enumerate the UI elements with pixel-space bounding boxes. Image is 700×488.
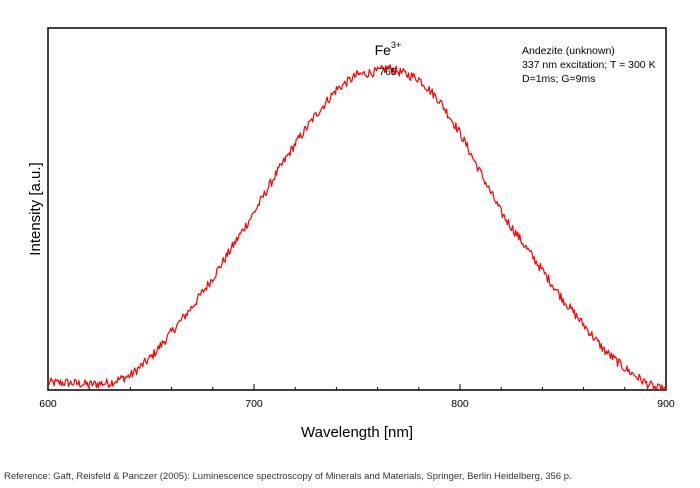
info-line-excitation: 337 nm excitation; T = 300 K <box>522 59 656 71</box>
x-axis-ticks: 600 700 800 900 <box>39 384 675 410</box>
peak-species-name: Fe <box>375 42 392 58</box>
spectrum-line-0 <box>47 64 667 391</box>
x-tick-label: 600 <box>39 398 57 410</box>
x-tick-label: 800 <box>451 398 469 410</box>
info-box: Andezite (unknown) 337 nm excitation; T … <box>522 45 656 85</box>
reference-text: Reference: Gaft, Reisfeld & Panczer (200… <box>4 471 572 482</box>
series-layer <box>47 64 667 391</box>
plot-frame <box>47 27 667 391</box>
chart: 600 700 800 900 Wavelength [nm] Intensity [… <box>27 27 675 441</box>
x-tick-label: 700 <box>245 398 263 410</box>
info-line-sample: Andezite (unknown) <box>522 45 615 57</box>
peak-species-label: Fe3+ <box>375 40 402 58</box>
y-axis-label: Intensity [a.u.] <box>27 162 44 255</box>
x-axis-label: Wavelength [nm] <box>301 424 413 441</box>
x-tick-label: 900 <box>657 398 675 410</box>
info-line-delay-gate: D=1ms; G=9ms <box>522 73 596 85</box>
peak-wavelength-label: 765 <box>379 66 397 78</box>
peak-species-charge: 3+ <box>391 40 401 50</box>
